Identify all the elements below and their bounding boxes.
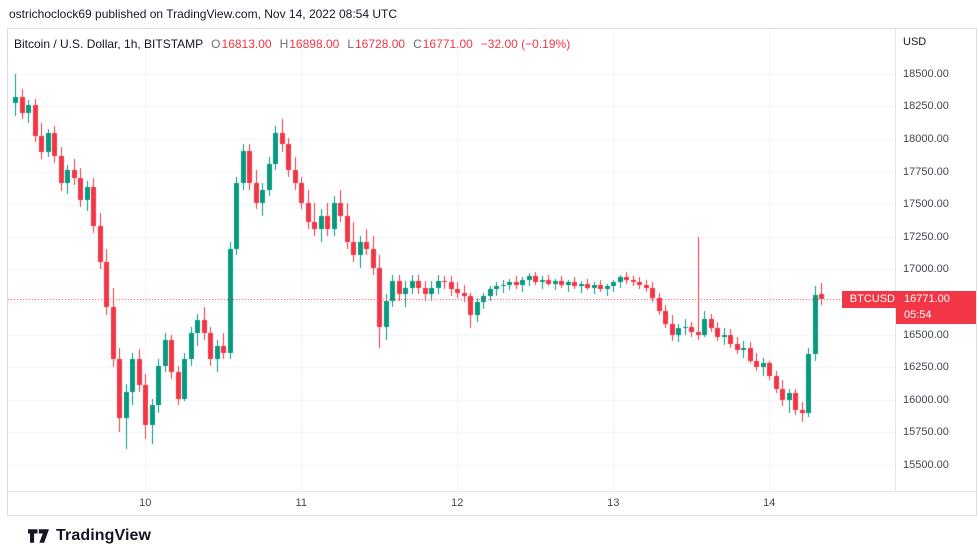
symbol-title[interactable]: Bitcoin / U.S. Dollar, 1h, BITSTAMP (14, 37, 204, 51)
time-tick-label: 13 (607, 497, 620, 509)
time-axis[interactable]: 10 11 12 13 14 (8, 491, 976, 515)
tradingview-logo[interactable]: TradingView (28, 527, 151, 545)
price-tick-label: 18000.00 (903, 133, 949, 146)
time-tick-label: 14 (763, 497, 776, 509)
price-chart-canvas[interactable] (8, 29, 896, 492)
low-value: 16728.00 (355, 37, 406, 51)
price-tick-label: 17750.00 (903, 165, 949, 178)
badge-price: 16771.00 (904, 293, 950, 306)
high-label: H (279, 37, 289, 51)
price-tick-label: 15750.00 (903, 426, 949, 439)
ohlc-high: H16898.00 (280, 37, 340, 51)
ohlc-low: L16728.00 (347, 37, 405, 51)
attribution-text: ostrichoclock69 published on TradingView… (9, 7, 398, 21)
time-tick-label: 11 (295, 497, 307, 509)
ohlc-open: O16813.00 (211, 37, 271, 51)
currency-label: USD (903, 36, 927, 48)
price-tick-label: 18500.00 (903, 67, 949, 80)
ohlc-close: C16771.00 (413, 37, 473, 51)
tradingview-mark-icon (28, 528, 49, 543)
chart-legend: Bitcoin / U.S. Dollar, 1h, BITSTAMP O168… (14, 37, 570, 51)
time-tick-label: 12 (451, 497, 464, 509)
open-value: 16813.00 (221, 37, 272, 51)
badge-countdown: 05:54 (896, 308, 976, 325)
price-tick-label: 17000.00 (903, 263, 949, 276)
tradingview-wordmark: TradingView (56, 526, 152, 544)
time-tick-label: 10 (139, 497, 152, 509)
high-value: 16898.00 (289, 37, 340, 51)
chart-frame: Bitcoin / U.S. Dollar, 1h, BITSTAMP O168… (7, 28, 977, 516)
price-tick-label: 17250.00 (903, 230, 949, 243)
change-value: −32.00 (−0.19%) (480, 37, 571, 51)
price-tick-label: 15500.00 (903, 459, 949, 471)
footer-bar: TradingView (0, 516, 979, 555)
price-tick-label: 18250.00 (903, 100, 949, 113)
close-value: 16771.00 (422, 37, 473, 51)
price-tick-label: 16000.00 (903, 393, 949, 406)
badge-symbol: BTCUSD (849, 293, 895, 306)
low-label: L (347, 37, 354, 51)
last-price-badge[interactable]: BTCUSD 16771.00 05:54 (841, 291, 976, 325)
price-axis[interactable]: USD 18500.00 18250.00 18000.00 17750.00 1750… (895, 29, 976, 492)
price-tick-label: 17500.00 (903, 198, 949, 211)
close-label: C (413, 37, 422, 51)
attribution-bar: ostrichoclock69 published on TradingView… (0, 0, 979, 28)
open-label: O (211, 37, 221, 51)
last-price-row: BTCUSD 16771.00 (841, 291, 976, 309)
price-tick-label: 16500.00 (903, 328, 949, 341)
price-tick-label: 16250.00 (903, 361, 949, 374)
